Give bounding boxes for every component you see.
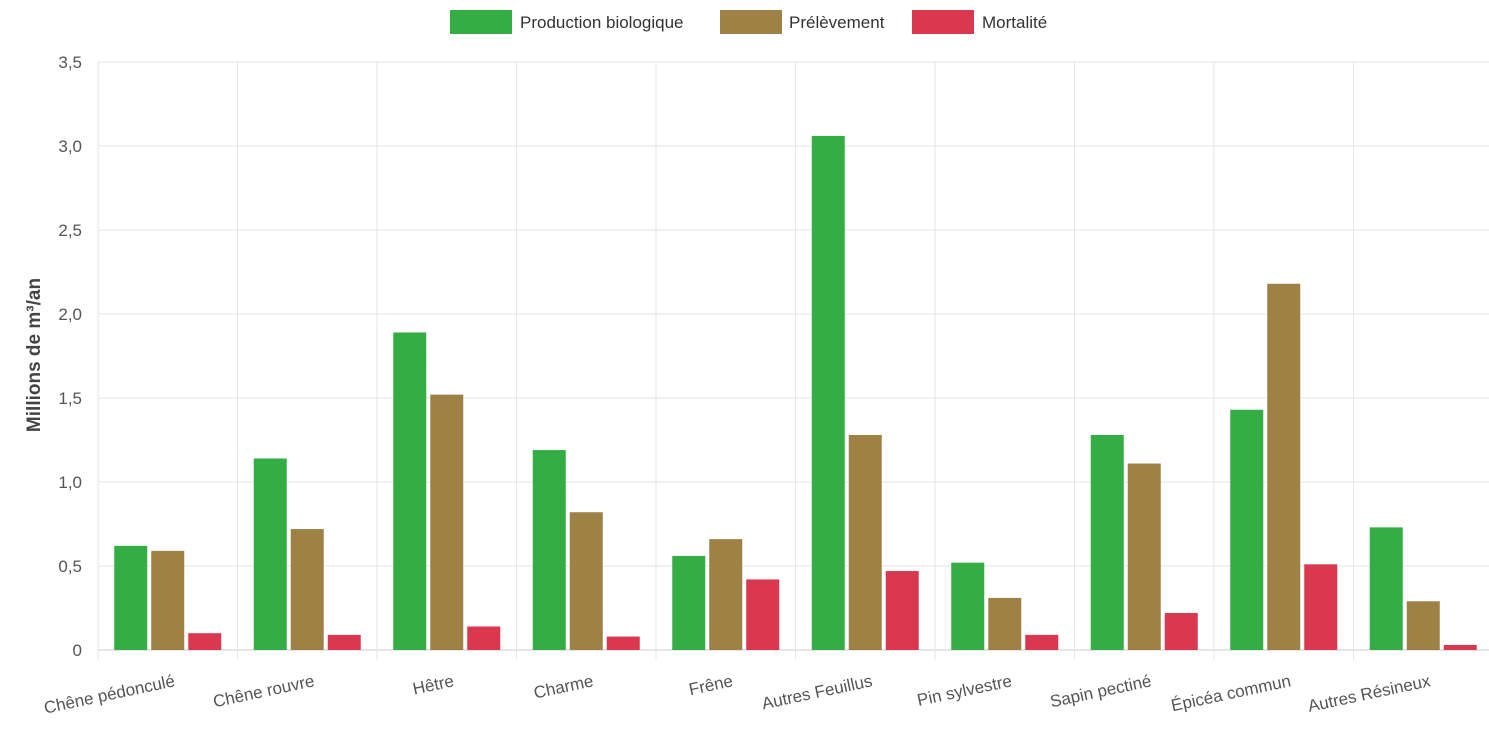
y-tick-label: 0 [73, 641, 82, 660]
x-tick-label: Sapin pectiné [1048, 671, 1153, 711]
bar [569, 512, 603, 650]
bar [1406, 601, 1440, 650]
legend-swatch [720, 10, 782, 34]
y-axis-title: Millions de m³/an [24, 278, 45, 432]
grid [97, 61, 1489, 660]
bar [430, 394, 464, 650]
legend-swatch [912, 10, 974, 34]
bar [253, 458, 287, 650]
bar [532, 450, 566, 650]
bar [848, 434, 882, 650]
y-tick-label: 3,5 [58, 53, 82, 72]
bar [467, 626, 501, 650]
bar [988, 597, 1022, 650]
x-axis: Chêne pédonculé Chêne rouvre Hêtre Charme Fr… [42, 671, 1432, 717]
y-tick-label: 1,0 [58, 473, 82, 492]
legend: Production biologique Prélèvement Mortalit… [450, 10, 1047, 34]
bar [1369, 527, 1403, 650]
bar [1304, 564, 1338, 650]
x-tick-label: Autres Résineux [1306, 671, 1432, 716]
bars [114, 135, 1477, 651]
y-tick-label: 3,0 [58, 137, 82, 156]
bar [746, 579, 780, 650]
bar [327, 634, 361, 650]
bar [811, 135, 845, 651]
bar [114, 545, 148, 650]
bar [1164, 613, 1198, 650]
bar [1443, 644, 1477, 650]
bar [393, 332, 427, 650]
x-tick-label: Pin sylvestre [915, 671, 1013, 710]
bar [1127, 463, 1161, 650]
y-tick-label: 2,0 [58, 305, 82, 324]
bar [606, 636, 640, 650]
x-tick-label: Chêne pédonculé [42, 671, 176, 717]
bar [1025, 634, 1059, 650]
x-tick-label: Frêne [687, 671, 734, 699]
bar [709, 539, 743, 650]
bar [290, 529, 324, 650]
x-tick-label: Épicéa commun [1169, 671, 1292, 715]
x-tick-label: Charme [532, 671, 595, 702]
legend-swatch [450, 10, 512, 34]
legend-label: Mortalité [982, 13, 1047, 32]
bar [188, 633, 222, 650]
bar [1267, 283, 1301, 650]
bar [672, 555, 706, 650]
bar [885, 571, 919, 650]
x-tick-label: Chêne rouvre [211, 671, 316, 711]
y-tick-label: 0,5 [58, 557, 82, 576]
x-tick-label: Hêtre [411, 671, 456, 698]
y-axis: 0 0,5 1,0 1,5 2,0 2,5 3,0 3,5 [58, 53, 82, 660]
legend-label: Prélèvement [789, 13, 885, 32]
x-tick-label: Autres Feuillus [760, 671, 874, 713]
y-tick-label: 1,5 [58, 389, 82, 408]
bar [1230, 409, 1264, 650]
bar [1090, 434, 1124, 650]
bar [151, 550, 185, 650]
y-tick-label: 2,5 [58, 221, 82, 240]
legend-label: Production biologique [520, 13, 684, 32]
bar [951, 562, 985, 650]
